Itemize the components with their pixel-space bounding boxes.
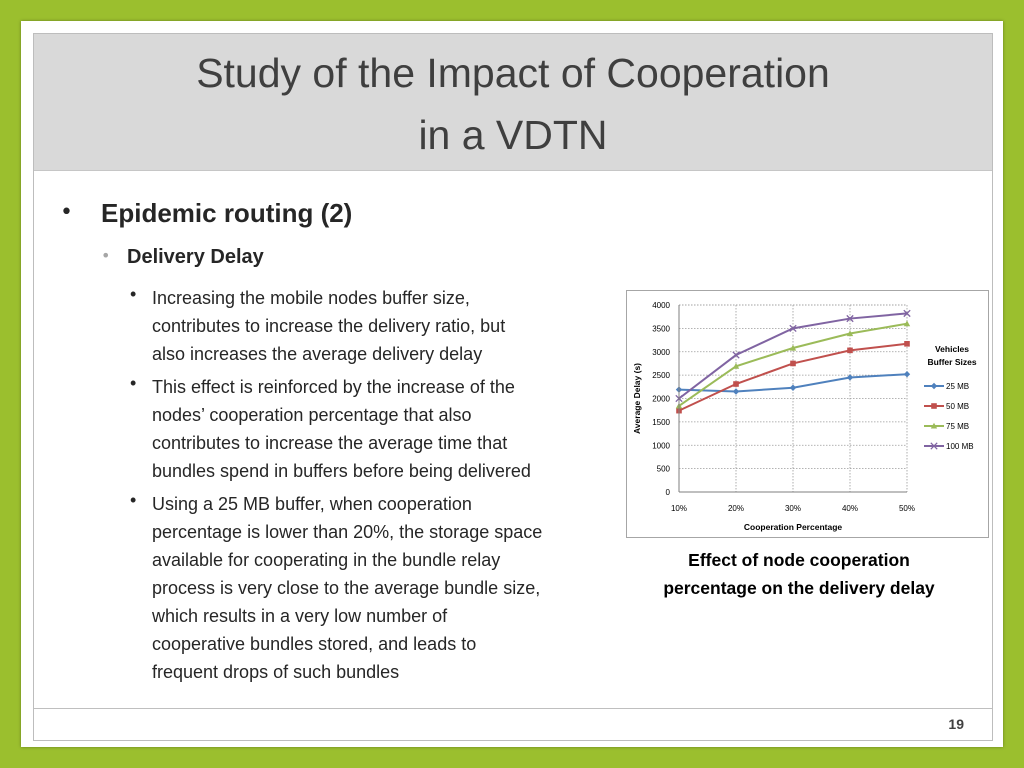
legend-label: 25 MB [946,382,969,391]
legend-entry: 75 MB [924,422,969,431]
y-tick-label: 3500 [652,324,670,333]
y-tick-label: 0 [666,488,671,497]
detail-bullet-line: Increasing the mobile nodes buffer size, [152,288,470,308]
sub-bullet-dot-icon: • [101,246,111,265]
data-point [789,384,797,391]
bullet-level1: Epidemic routing (2) [101,198,353,228]
y-tick-label: 2000 [652,395,670,404]
y-tick-label: 1000 [652,441,670,450]
series-100-mb [675,309,911,403]
bullet-dot-icon: • [60,200,73,225]
detail-bullet: • Increasing the mobile nodes buffer siz… [130,284,622,368]
series-75-mb [675,320,911,409]
detail-bullet-line: This effect is reinforced by the increas… [152,377,515,397]
y-tick-label: 3000 [652,348,670,357]
data-point [904,341,910,347]
plot-series [675,309,911,414]
data-point [930,422,938,429]
detail-bullet-line: process is very close to the average bun… [152,578,541,598]
data-point [903,370,911,378]
detail-bullet-dot-icon: • [130,373,137,393]
x-tick-label: 40% [842,504,858,513]
data-point-stroke [789,324,797,333]
y-tick-label: 2500 [652,371,670,380]
legend-label: 100 MB [946,442,974,451]
plot-grid [679,304,908,492]
detail-bullet-line: cooperative bundles stored, and leads to [152,634,477,654]
data-point-stroke [732,351,740,359]
legend-entry: 50 MB [924,402,969,411]
detail-bullet: • This effect is reinforced by the incre… [130,373,622,485]
chart-caption: Effect of node cooperation percentage on… [626,546,972,602]
legend-label: 75 MB [946,422,969,431]
x-tick-label: 30% [785,504,801,513]
data-point [930,442,938,450]
data-point [846,374,854,381]
legend-entry: 25 MB [924,382,969,391]
data-point [903,309,911,318]
detail-bullet: • Using a 25 MB buffer, when cooperation… [130,490,622,686]
y-tick-label: 500 [657,465,671,474]
data-point [732,363,740,369]
data-point [930,382,938,390]
detail-bullet-line: bundles spend in buffers before being de… [152,461,531,481]
detail-bullet-line: percentage is lower than 20%, the storag… [152,522,543,542]
slide: Study of the Impact of Cooperation in a … [33,33,993,741]
legend-entry: 100 MB [924,442,974,451]
bullet-level2: Delivery Delay [127,246,264,268]
data-point [846,314,854,323]
data-point [903,320,911,327]
x-axis-label: Cooperation Percentage [744,522,843,532]
slide-title-line-1: Study of the Impact of Cooperation [196,50,830,96]
delay-chart: 0 500 1000 1500 2000 2500 3000 3500 4000 10% 20% 30… [626,290,989,538]
detail-bullet-line: nodes’ cooperation percentage that also [152,405,472,425]
data-point [931,403,937,409]
plot-axes: 0 500 1000 1500 2000 2500 3000 3500 4000 10% 20% 30… [652,301,915,513]
detail-bullet-line: also increases the average delivery dela… [152,344,483,364]
detail-bullet-line: Using a 25 MB buffer, when cooperation [152,494,472,514]
data-point-stroke [903,309,911,318]
detail-bullet-dot-icon: • [130,490,137,510]
detail-bullet-line: contributes to increase the average time… [152,433,508,453]
data-point [846,330,854,337]
title-band: Study of the Impact of Cooperation in a … [34,34,992,171]
data-point [790,360,796,367]
detail-bullet-line: frequent drops of such bundles [152,662,400,682]
detail-bullet-line: contributes to increase the delivery rat… [152,316,506,336]
data-point [732,351,740,359]
chart-caption-line: percentage on the delivery delay [663,578,935,598]
x-tick-label: 20% [728,504,744,513]
detail-bullet-line: available for cooperating in the bundle … [152,550,501,570]
data-point-stroke [846,314,854,323]
legend-title-line: Buffer Sizes [927,357,976,367]
y-tick-label: 4000 [652,301,670,310]
x-tick-label: 10% [671,504,687,513]
data-point [847,347,853,354]
page-number: 19 [948,716,964,732]
data-point [789,344,797,351]
slide-title-line-2: in a VDTN [418,112,608,158]
data-point [732,388,740,395]
detail-bullet-dot-icon: • [130,284,137,304]
legend-title-line: Vehicles [935,344,969,354]
legend-label: 50 MB [946,402,969,411]
data-point-stroke [930,442,938,450]
chart-caption-line: Effect of node cooperation [688,550,910,570]
chart-legend: Vehicles Buffer Sizes 25 MB 50 MB 75 MB 100… [924,344,977,451]
chart-canvas: 0 500 1000 1500 2000 2500 3000 3500 4000 10% 20% 30… [632,301,977,532]
x-tick-label: 50% [899,504,915,513]
data-point [789,324,797,333]
data-point [733,381,739,387]
y-axis-label: Average Delay (s) [632,363,642,434]
footer-divider [34,708,992,709]
detail-bullet-line: which results in a very low number of [152,606,448,626]
y-tick-label: 1500 [652,418,670,427]
